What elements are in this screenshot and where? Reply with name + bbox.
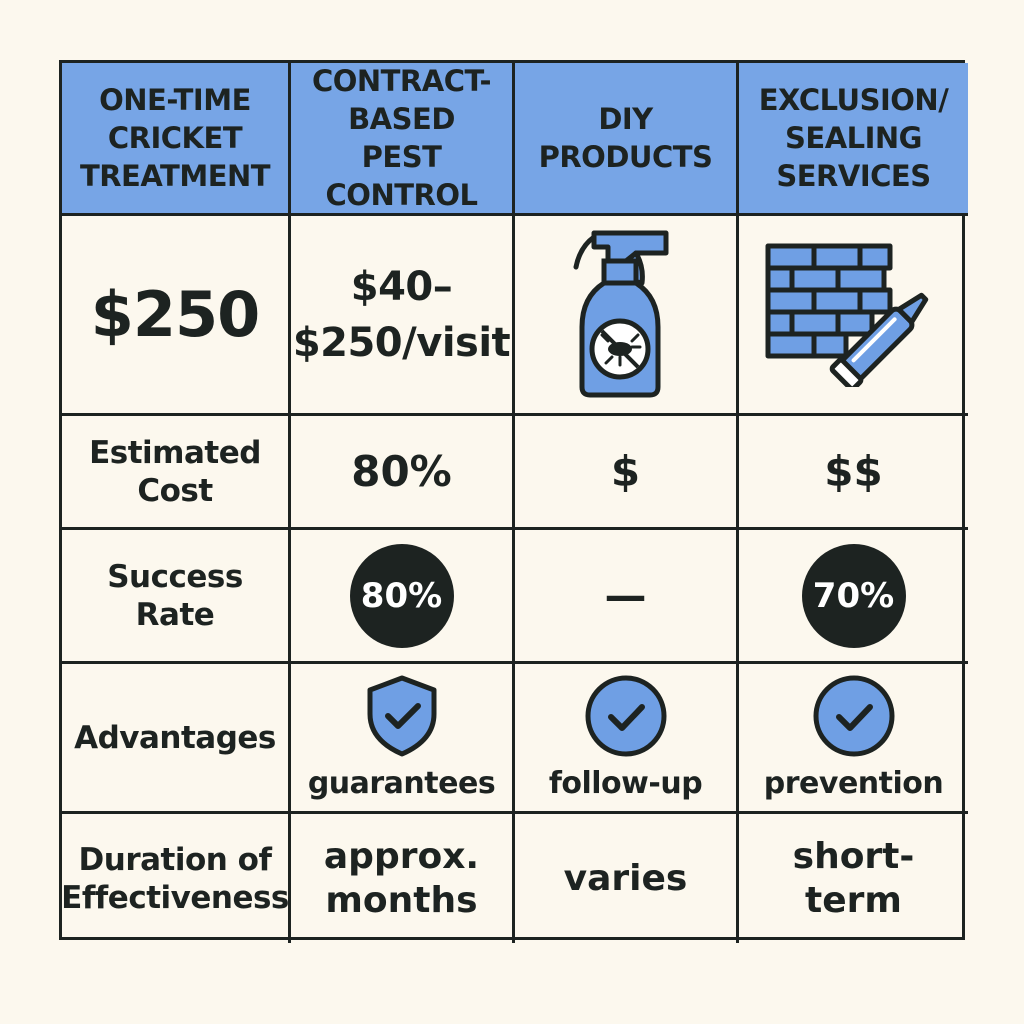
success-exclusion-cell: 70% <box>739 530 968 664</box>
success-exclusion: 70% <box>812 575 895 616</box>
header-diy-products: DIY PRODUCTS <box>515 63 739 216</box>
success-rate-label: Success Rate <box>107 558 243 633</box>
shield-check-icon <box>367 675 436 757</box>
duration-exclusion: short- term <box>792 835 915 921</box>
estimated-cost-label: Estimated Cost <box>89 434 261 509</box>
advantages-label-cell: Advantages <box>62 664 291 814</box>
price-one-time-cell: $250 <box>62 216 291 416</box>
advantages-label: Advantages <box>74 719 276 756</box>
cost-contract: 80% <box>351 447 452 496</box>
success-badge: 70% <box>801 543 906 648</box>
success-badge: 80% <box>349 543 454 648</box>
success-contract-cell: 80% <box>291 530 515 664</box>
comparison-table: ONE-TIME CRICKET TREATMENT CONTRACT- BAS… <box>59 60 968 943</box>
success-diy-cell: — <box>515 530 739 664</box>
advantage-contract: guarantees <box>307 766 496 801</box>
spray-bottle-icon <box>573 230 668 398</box>
advantages-exclusion-cell: prevention <box>739 664 968 814</box>
header-exclusion-sealing: EXCLUSION/ SEALING SERVICES <box>739 63 968 216</box>
cost-diy-cell: $ <box>515 416 739 530</box>
duration-contract-cell: approx. months <box>291 814 515 943</box>
price-contract-cell: $40– $250/visit <box>291 216 515 416</box>
cost-contract-cell: 80% <box>291 416 515 530</box>
header-contract-pest-control: CONTRACT- BASED PEST CONTROL <box>291 63 515 216</box>
advantages-contract-cell: guarantees <box>291 664 515 814</box>
header-label: CONTRACT- BASED PEST CONTROL <box>311 64 492 212</box>
advantage-diy: follow-up <box>548 766 703 801</box>
duration-label: Duration of Effectiveness <box>61 841 289 916</box>
success-rate-label-cell: Success Rate <box>62 530 291 664</box>
cost-exclusion-cell: $$ <box>739 416 968 530</box>
success-diy: — <box>604 571 647 620</box>
duration-diy-cell: varies <box>515 814 739 943</box>
duration-exclusion-cell: short- term <box>739 814 968 943</box>
duration-label-cell: Duration of Effectiveness <box>61 814 291 943</box>
exclusion-icon-cell <box>739 216 968 416</box>
header-one-time-treatment: ONE-TIME CRICKET TREATMENT <box>62 63 291 216</box>
success-contract: 80% <box>360 575 443 616</box>
check-circle-icon <box>813 675 894 757</box>
check-circle-icon <box>585 675 666 757</box>
diy-icon-cell <box>515 216 739 416</box>
header-label: ONE-TIME CRICKET TREATMENT <box>79 83 271 193</box>
advantage-exclusion: prevention <box>763 766 944 801</box>
cost-diy: $ <box>610 447 641 496</box>
estimated-cost-label-cell: Estimated Cost <box>62 416 291 530</box>
price-one-time: $250 <box>90 278 261 351</box>
header-label: DIY PRODUCTS <box>538 102 713 174</box>
header-label: EXCLUSION/ SEALING SERVICES <box>758 83 949 193</box>
duration-diy: varies <box>563 857 688 899</box>
price-contract: $40– $250/visit <box>292 263 511 366</box>
cost-exclusion: $$ <box>824 447 883 496</box>
brick-wall-caulk-icon <box>765 243 928 387</box>
duration-contract: approx. months <box>323 835 480 921</box>
advantages-diy-cell: follow-up <box>515 664 739 814</box>
